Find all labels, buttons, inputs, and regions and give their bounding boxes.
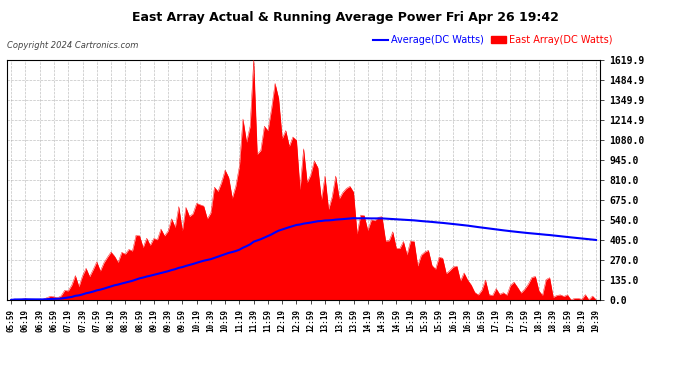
- Text: East Array Actual & Running Average Power Fri Apr 26 19:42: East Array Actual & Running Average Powe…: [132, 11, 558, 24]
- Legend: Average(DC Watts), East Array(DC Watts): Average(DC Watts), East Array(DC Watts): [369, 31, 616, 49]
- Text: Copyright 2024 Cartronics.com: Copyright 2024 Cartronics.com: [7, 41, 138, 50]
